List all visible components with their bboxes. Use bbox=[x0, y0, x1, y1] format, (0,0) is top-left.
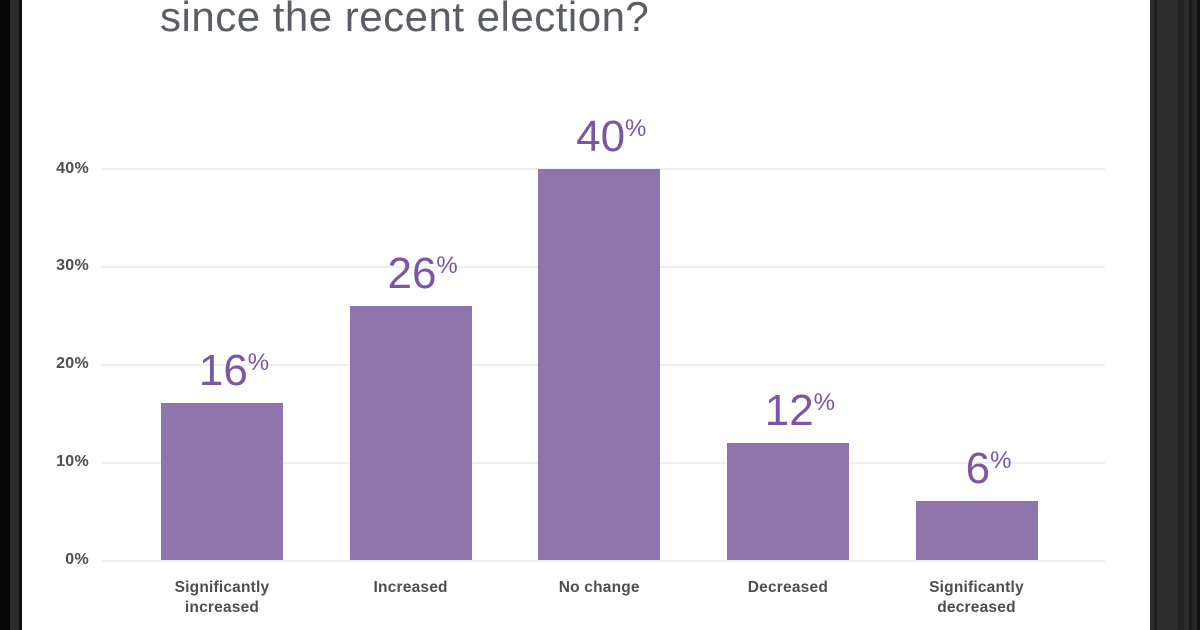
percent-sign: % bbox=[625, 114, 647, 142]
bar-increased bbox=[349, 305, 472, 560]
value-label-26pct: 26% bbox=[311, 248, 511, 306]
y-axis-tick-0: 0% bbox=[65, 551, 89, 568]
bar-no-change bbox=[538, 168, 661, 560]
x-axis-label-significantly-increased: Significantly increased bbox=[174, 579, 270, 616]
y-axis-tick-30: 30% bbox=[56, 257, 89, 275]
x-axis-label-decreased: Decreased bbox=[747, 579, 828, 596]
value-number: 40 bbox=[576, 111, 626, 161]
left-frame-edge bbox=[0, 0, 22, 630]
value-number: 6 bbox=[965, 444, 991, 494]
percent-sign: % bbox=[990, 447, 1012, 475]
value-label-40pct: 40% bbox=[499, 111, 699, 169]
bar-decreased bbox=[726, 442, 849, 560]
y-axis-tick-20: 20% bbox=[56, 355, 89, 373]
bar-significantly-decreased bbox=[915, 501, 1038, 560]
value-label-12pct: 12% bbox=[688, 385, 888, 443]
value-label-6pct: 6% bbox=[877, 443, 1077, 501]
y-axis-tick-40: 40% bbox=[56, 159, 89, 177]
right-frame-edge bbox=[1150, 0, 1200, 630]
percent-sign: % bbox=[813, 388, 836, 416]
x-axis-label-increased: Increased bbox=[373, 579, 448, 596]
value-label-16pct: 16% bbox=[122, 345, 322, 403]
percent-sign: % bbox=[247, 349, 270, 377]
value-number: 16 bbox=[198, 346, 248, 396]
gridline-0pct bbox=[102, 559, 1105, 562]
chart-title: since the recent election? bbox=[160, 0, 650, 40]
y-axis-tick-10: 10% bbox=[56, 453, 89, 471]
x-axis-label-significantly-decreased: Significantly decreased bbox=[929, 579, 1024, 616]
bar-significantly-increased bbox=[161, 403, 283, 560]
x-axis-label-no-change: No change bbox=[558, 579, 640, 596]
value-number: 26 bbox=[387, 248, 437, 298]
value-number: 12 bbox=[764, 385, 814, 435]
percent-sign: % bbox=[436, 251, 458, 279]
